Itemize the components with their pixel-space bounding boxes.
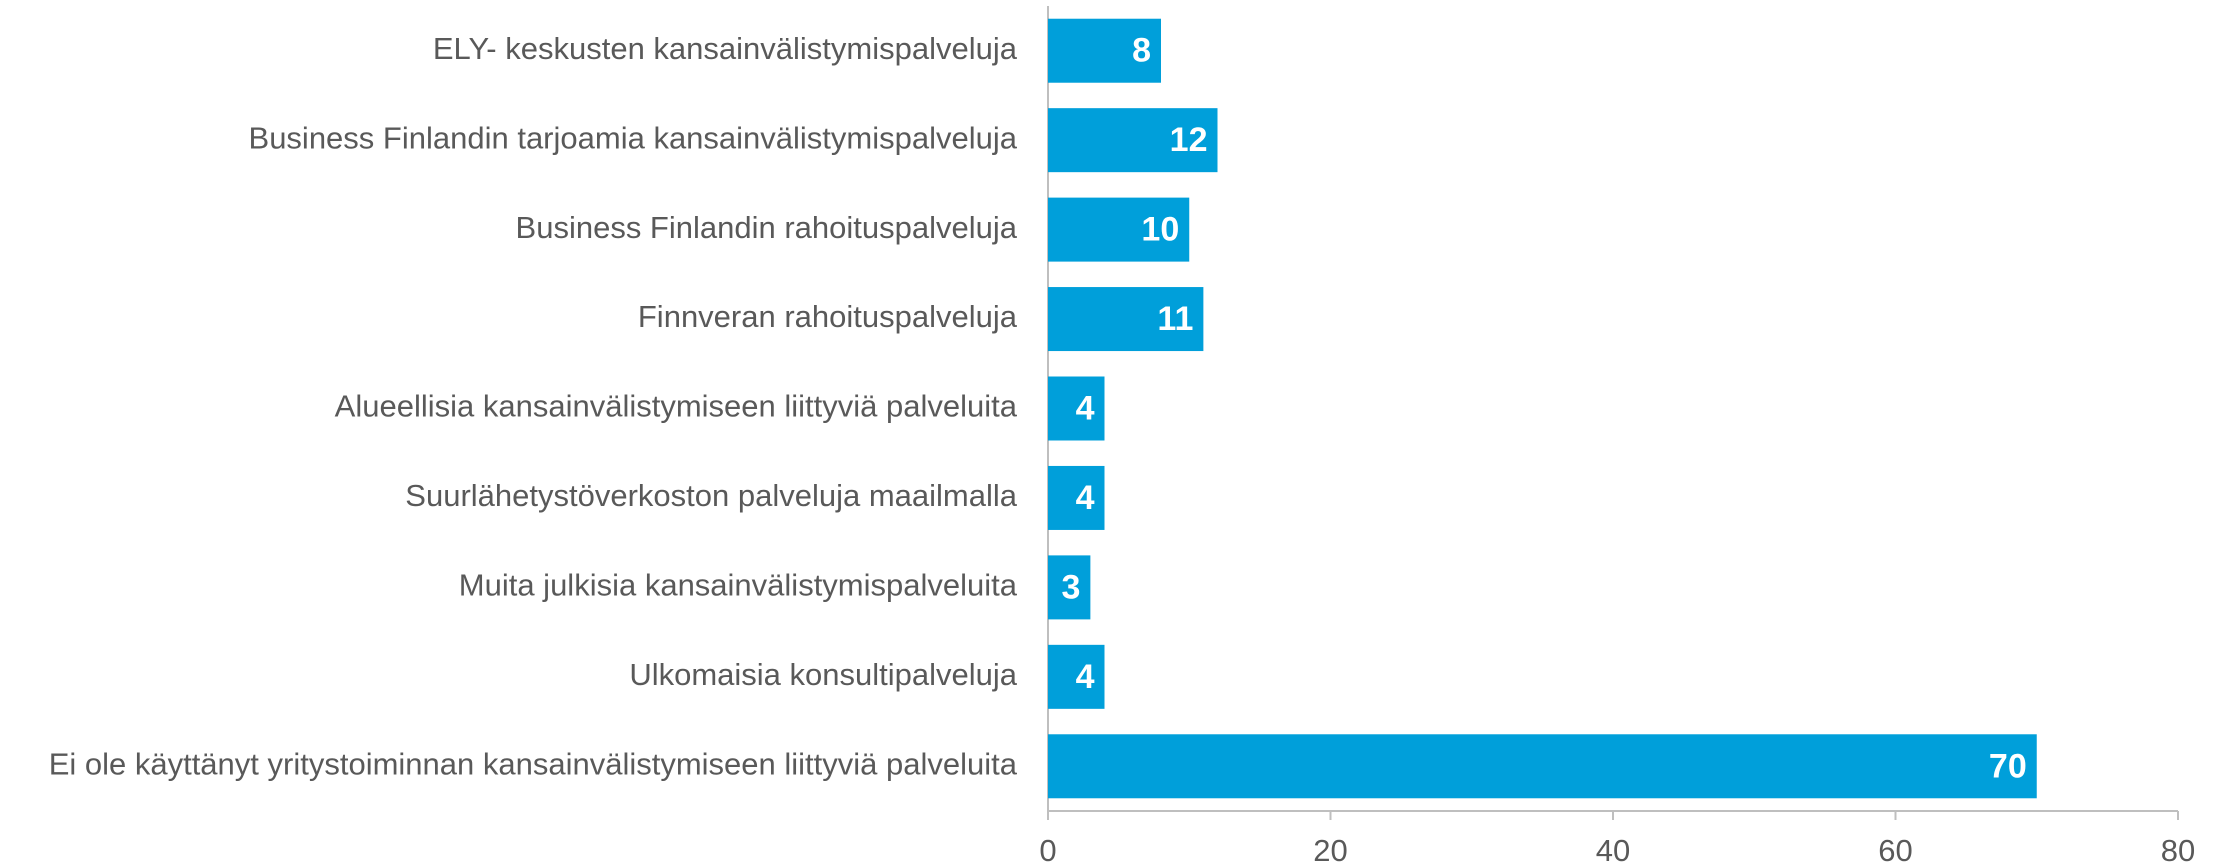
y-tick-label: Business Finlandin rahoituspalveluja xyxy=(516,210,1018,245)
bar xyxy=(1048,108,1218,173)
data-label: 70 xyxy=(1989,747,2027,785)
bar xyxy=(1048,197,1190,262)
bar xyxy=(1048,376,1105,441)
y-tick-label: Finnveran rahoituspalveluja xyxy=(638,299,1018,334)
bar xyxy=(1048,644,1105,709)
bar xyxy=(1048,465,1105,530)
x-tick-label: 60 xyxy=(1878,833,1912,868)
data-label: 12 xyxy=(1170,121,1208,159)
data-label: 4 xyxy=(1076,389,1095,427)
bar xyxy=(1048,555,1091,620)
y-tick-label: Suurlähetystöverkoston palveluja maailma… xyxy=(405,478,1017,513)
data-label: 3 xyxy=(1061,568,1080,606)
y-tick-label: Alueellisia kansainvälistymiseen liittyv… xyxy=(335,389,1018,424)
data-label: 11 xyxy=(1157,300,1193,338)
y-tick-label: Business Finlandin tarjoamia kansainväli… xyxy=(249,120,1018,155)
x-tick-label: 40 xyxy=(1596,833,1630,868)
bar xyxy=(1048,18,1161,83)
x-tick-label: 20 xyxy=(1313,833,1347,868)
y-tick-label: Muita julkisia kansainvälistymispalvelui… xyxy=(459,568,1018,603)
x-tick-label: 80 xyxy=(2161,833,2195,868)
y-tick-label: Ulkomaisia konsultipalveluja xyxy=(629,657,1017,692)
y-tick-label: ELY- keskusten kansainvälistymispalveluj… xyxy=(433,31,1018,66)
data-label: 8 xyxy=(1132,32,1151,70)
bar xyxy=(1048,734,2037,799)
bar xyxy=(1048,287,1204,352)
data-label: 10 xyxy=(1141,211,1179,249)
x-tick-label: 0 xyxy=(1039,833,1056,868)
data-label: 4 xyxy=(1076,479,1095,517)
data-label: 4 xyxy=(1076,658,1095,696)
y-tick-label: Ei ole käyttänyt yritystoiminnan kansain… xyxy=(49,746,1018,781)
